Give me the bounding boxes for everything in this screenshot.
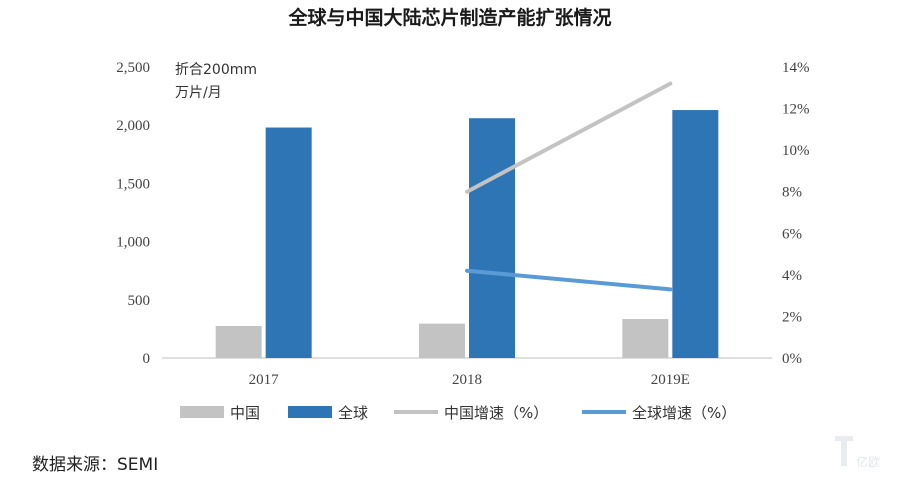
- legend-label: 全球增速（%）: [632, 404, 736, 422]
- y-axis-unit-line1: 折合200mm: [175, 62, 257, 78]
- y-tick-label: 2,000: [116, 118, 150, 134]
- watermark-logo: 亿欧: [835, 436, 880, 469]
- y2-tick-label: 4%: [782, 268, 802, 284]
- legend-swatch: [288, 406, 332, 418]
- y-tick-label: 0: [143, 351, 151, 367]
- y2-tick-label: 8%: [782, 185, 802, 201]
- y-tick-label: 1,500: [116, 176, 150, 192]
- bar-china: [419, 323, 465, 358]
- y2-tick-label: 10%: [782, 143, 810, 159]
- bar-global: [672, 110, 719, 359]
- legend-label: 中国增速（%）: [444, 404, 548, 422]
- y-axis-unit-line2: 万片/月: [175, 85, 222, 101]
- legend-swatch: [180, 406, 224, 418]
- y2-tick-label: 2%: [782, 309, 802, 325]
- y-tick-label: 500: [128, 293, 151, 309]
- x-tick-label: 2017: [249, 372, 280, 388]
- watermark-text: 亿欧: [856, 454, 880, 469]
- bar-china: [622, 319, 669, 358]
- legend: 中国 全球 中国增速（%） 全球增速（%）: [180, 404, 736, 422]
- y-tick-label: 2,500: [116, 60, 150, 76]
- legend-label: 全球: [338, 404, 368, 422]
- source-text: 数据来源：SEMI: [32, 455, 158, 475]
- line-global-growth: [465, 268, 673, 292]
- legend-label: 中国: [230, 404, 260, 422]
- bar-china: [215, 325, 262, 358]
- chart-title: 全球与中国大陆芯片制造产能扩张情况: [287, 6, 611, 29]
- y2-tick-label: 12%: [782, 102, 810, 118]
- x-tick-label: 2019E: [651, 372, 690, 388]
- line-china-growth: [465, 81, 673, 194]
- y-tick-label: 1,000: [116, 235, 150, 251]
- y2-tick-label: 0%: [782, 351, 802, 367]
- y2-tick-label: 6%: [782, 226, 802, 242]
- plot-area: 0 500 1,000 1,500 2,000 2,500 0% 2% 4% 6% 8% 10% 12%…: [116, 60, 809, 388]
- bar-global: [265, 127, 312, 358]
- x-tick-label: 2018: [452, 372, 482, 388]
- bar-global: [469, 118, 515, 358]
- y2-tick-label: 14%: [782, 60, 810, 76]
